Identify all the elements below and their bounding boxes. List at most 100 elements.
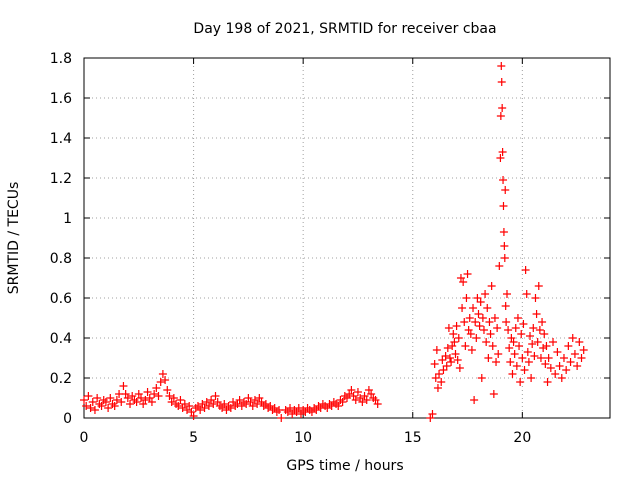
data-point bbox=[292, 408, 301, 416]
data-point bbox=[504, 326, 513, 334]
data-point bbox=[156, 378, 165, 386]
y-tick-label: 0.8 bbox=[50, 251, 72, 267]
data-point bbox=[501, 302, 510, 310]
data-point bbox=[518, 354, 527, 362]
data-point bbox=[112, 396, 121, 404]
data-point bbox=[367, 390, 376, 398]
data-point bbox=[539, 344, 548, 352]
data-point bbox=[523, 348, 532, 356]
data-point bbox=[520, 366, 529, 374]
plot-frame bbox=[83, 57, 611, 419]
data-point bbox=[499, 202, 508, 210]
data-point bbox=[119, 382, 128, 390]
data-point bbox=[501, 186, 510, 194]
data-series bbox=[80, 62, 588, 422]
data-point bbox=[369, 394, 378, 402]
data-point bbox=[540, 330, 549, 338]
data-point bbox=[139, 400, 148, 408]
data-point bbox=[255, 394, 264, 402]
data-point bbox=[500, 254, 509, 262]
data-point bbox=[500, 242, 509, 250]
data-point bbox=[312, 406, 321, 414]
data-point bbox=[257, 398, 266, 406]
data-point bbox=[167, 398, 176, 406]
data-point bbox=[516, 378, 525, 386]
data-point bbox=[334, 402, 343, 410]
data-point bbox=[453, 356, 462, 364]
data-point bbox=[509, 338, 518, 346]
y-axis-title: SRMTID / TECUs bbox=[6, 182, 22, 295]
data-point bbox=[467, 346, 476, 354]
data-point bbox=[290, 406, 299, 414]
data-point bbox=[476, 298, 485, 306]
data-point bbox=[163, 386, 172, 394]
data-point bbox=[526, 332, 535, 340]
data-point bbox=[110, 402, 119, 410]
data-point bbox=[471, 318, 480, 326]
data-point bbox=[178, 404, 187, 412]
grid bbox=[84, 58, 610, 418]
data-point bbox=[507, 334, 516, 342]
data-point bbox=[134, 390, 143, 398]
y-tick-label: 1.6 bbox=[50, 91, 72, 107]
data-point bbox=[193, 402, 202, 410]
data-point bbox=[147, 398, 156, 406]
data-point bbox=[461, 342, 470, 350]
data-point bbox=[543, 378, 552, 386]
data-point bbox=[353, 388, 362, 396]
data-point bbox=[340, 392, 349, 400]
data-point bbox=[174, 402, 183, 410]
data-point bbox=[532, 310, 541, 318]
data-point bbox=[250, 396, 259, 404]
data-point bbox=[497, 78, 506, 86]
data-point bbox=[141, 396, 150, 404]
data-point bbox=[246, 398, 255, 406]
data-point bbox=[99, 396, 108, 404]
data-point bbox=[496, 154, 505, 162]
data-point bbox=[474, 310, 483, 318]
data-point bbox=[185, 402, 194, 410]
data-point bbox=[261, 400, 270, 408]
data-point bbox=[455, 364, 464, 372]
data-point bbox=[233, 400, 242, 408]
data-point bbox=[575, 338, 584, 346]
data-point bbox=[433, 384, 442, 392]
data-point bbox=[472, 334, 481, 342]
data-point bbox=[522, 290, 531, 298]
data-point bbox=[332, 400, 341, 408]
data-point bbox=[478, 314, 487, 322]
data-point bbox=[498, 148, 507, 156]
y-tick-label: 1 bbox=[63, 211, 72, 227]
data-point bbox=[577, 354, 586, 362]
data-point bbox=[226, 404, 235, 412]
data-point bbox=[288, 410, 297, 418]
data-point bbox=[272, 408, 281, 416]
data-point bbox=[294, 404, 303, 412]
data-point bbox=[345, 390, 354, 398]
data-point bbox=[432, 346, 441, 354]
data-point bbox=[270, 404, 279, 412]
data-point bbox=[531, 294, 540, 302]
data-point bbox=[484, 354, 493, 362]
data-point bbox=[431, 374, 440, 382]
data-point bbox=[524, 358, 533, 366]
data-point bbox=[213, 398, 222, 406]
data-point bbox=[336, 396, 345, 404]
y-tick-label: 0 bbox=[63, 411, 72, 427]
data-point bbox=[222, 406, 231, 414]
data-point bbox=[82, 402, 91, 410]
data-point bbox=[117, 398, 126, 406]
data-point bbox=[121, 390, 130, 398]
data-point bbox=[505, 344, 514, 352]
data-point bbox=[426, 414, 435, 422]
data-point bbox=[145, 394, 154, 402]
data-point bbox=[158, 370, 167, 378]
data-point bbox=[362, 396, 371, 404]
data-point bbox=[515, 342, 524, 350]
data-point bbox=[220, 400, 229, 408]
axis-ticks: 0 0.2 0.4 0.6 0.8 1 1.2 1.4 1.6 1.8 0 5 10 15 20 bbox=[50, 51, 610, 446]
data-point bbox=[541, 360, 550, 368]
data-point bbox=[553, 348, 562, 356]
data-point bbox=[373, 400, 382, 408]
